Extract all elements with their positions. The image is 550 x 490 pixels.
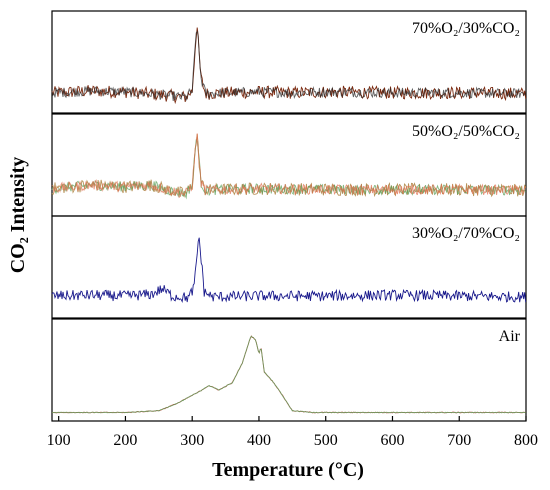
panel-frame [51,10,527,114]
x-axis-title: Temperature (°C) [212,459,364,481]
panel-frame [51,215,527,319]
panel-label: Air [499,328,521,345]
series-trace [51,30,526,102]
x-tick-label: 200 [113,432,137,449]
panel-2: 50%O₂/50%CO₂ [51,113,527,217]
series-trace [51,133,526,199]
x-tick-label: 500 [314,432,338,449]
panel-4: Air [51,318,527,422]
x-tick-label: 400 [247,432,271,449]
series-trace [51,335,526,414]
x-tick-label: 800 [514,432,538,449]
series-trace [51,237,527,303]
panel-label: 30%O₂/70%CO₂ [412,225,520,242]
panels: 70%O₂/30%CO₂ 50%O₂/50%CO₂ 30%O₂/70%CO₂ Air [51,10,527,422]
x-tick-label: 100 [47,432,71,449]
panel-frame [51,318,527,422]
x-axis-ticks: 100 200 300 400 500 600 700 800 [47,416,538,449]
x-tick-label: 700 [447,432,471,449]
series-trace [51,335,526,414]
panel-label: 70%O₂/30%CO₂ [412,20,520,37]
panel-3: 30%O₂/70%CO₂ [51,215,527,319]
y-axis-title: CO₂ Intensity [7,157,29,274]
panel-label: 50%O₂/50%CO₂ [412,123,520,140]
series-trace [51,139,527,200]
x-tick-label: 300 [180,432,204,449]
panel-1: 70%O₂/30%CO₂ [51,10,527,114]
x-tick-label: 600 [380,432,404,449]
